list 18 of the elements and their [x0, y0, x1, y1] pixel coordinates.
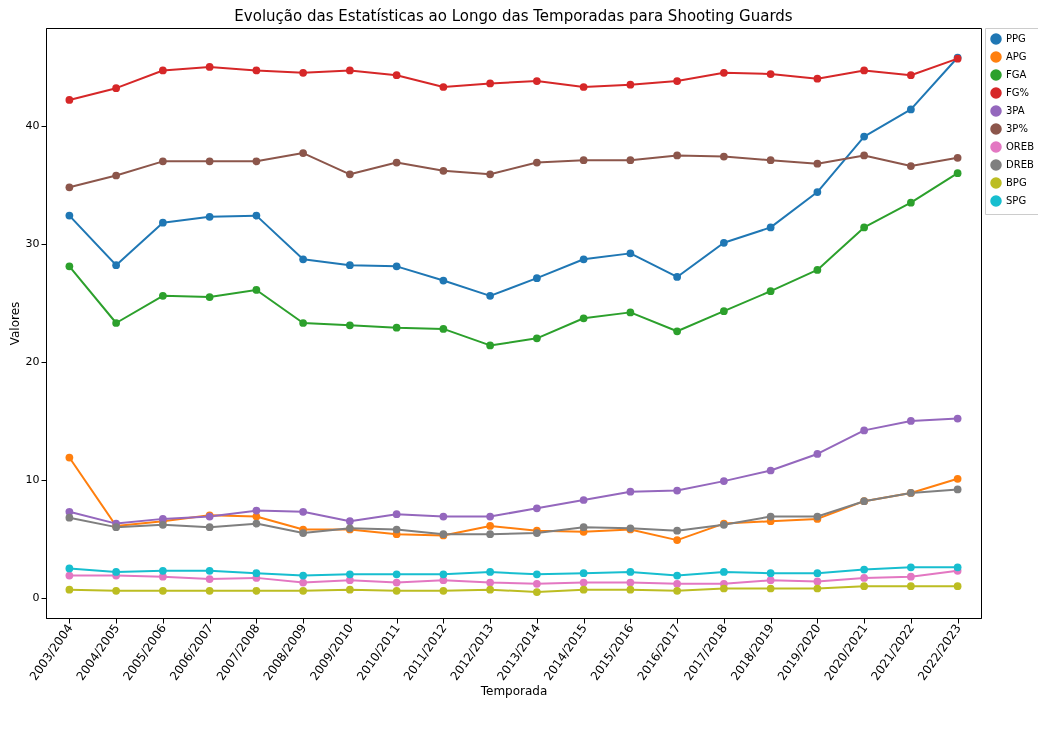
y-tick-label: 40	[25, 119, 40, 133]
legend-label: FGA	[1006, 69, 1027, 80]
legend-label: 3P%	[1006, 123, 1028, 134]
y-axis-title: Valores	[7, 301, 22, 346]
legend-label: FG%	[1006, 87, 1030, 98]
legend-label: BPG	[1006, 177, 1027, 188]
legend-label: 3PA	[1006, 105, 1025, 116]
legend-label: APG	[1006, 51, 1027, 62]
legend-label: DREB	[1006, 159, 1034, 170]
legend-label: PPG	[1006, 33, 1026, 44]
y-tick-label: 0	[32, 591, 40, 605]
y-tick-label: 30	[25, 237, 40, 251]
y-tick-label: 20	[25, 355, 40, 369]
legend-label: SPG	[1006, 195, 1027, 206]
y-tick-label: 10	[25, 473, 40, 487]
x-axis-title: Temporada	[479, 684, 548, 699]
chart-title: Evolução das Estatísticas ao Longo das Temporadas para Shooting Guards	[234, 6, 793, 25]
legend-label: OREB	[1006, 141, 1035, 152]
